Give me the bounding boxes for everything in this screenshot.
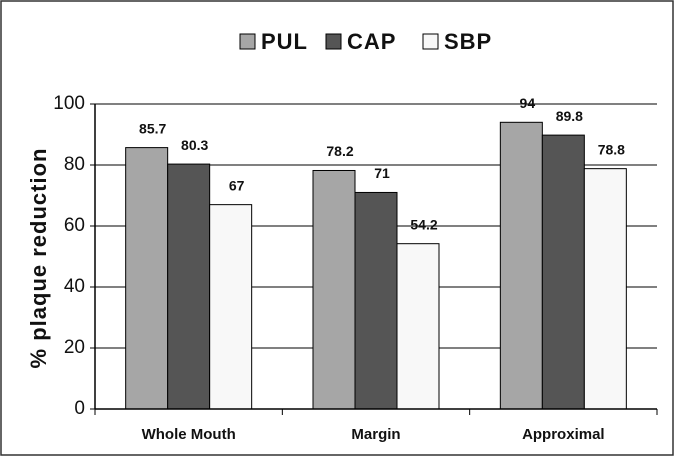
x-tick-label: Margin [351, 426, 400, 443]
value-label: 71 [374, 165, 390, 181]
value-label: 78.8 [598, 141, 625, 157]
y-tick-label: 0 [74, 398, 85, 419]
value-label: 89.8 [556, 108, 583, 124]
y-axis-label: % plaque reduction [26, 148, 51, 369]
bar [583, 168, 627, 410]
x-tick-label: Whole Mouth [142, 426, 236, 443]
bar [354, 191, 398, 410]
bar [125, 147, 169, 410]
legend-label: CAP [347, 29, 396, 54]
bar [209, 204, 253, 410]
bar [396, 243, 440, 410]
bar [312, 169, 356, 410]
legend-label: SBP [444, 29, 492, 54]
y-tick-label: 40 [64, 276, 85, 297]
bar [541, 134, 585, 410]
value-label: 85.7 [139, 120, 166, 136]
legend-swatch [422, 33, 439, 50]
value-label: 80.3 [181, 137, 208, 153]
y-tick-label: 80 [64, 154, 85, 175]
y-tick-label: 20 [64, 337, 85, 358]
bar [167, 163, 211, 410]
legend-label: PUL [261, 29, 308, 54]
legend-swatch [325, 33, 342, 50]
value-label: 78.2 [326, 143, 353, 159]
x-tick-label: Approximal [522, 426, 605, 443]
value-label: 54.2 [410, 216, 437, 232]
legend-swatch [239, 33, 256, 50]
bar [499, 121, 543, 410]
value-label: 67 [229, 177, 245, 193]
value-label: 94 [520, 95, 536, 111]
y-tick-label: 60 [64, 215, 85, 236]
y-tick-label: 100 [53, 93, 85, 114]
